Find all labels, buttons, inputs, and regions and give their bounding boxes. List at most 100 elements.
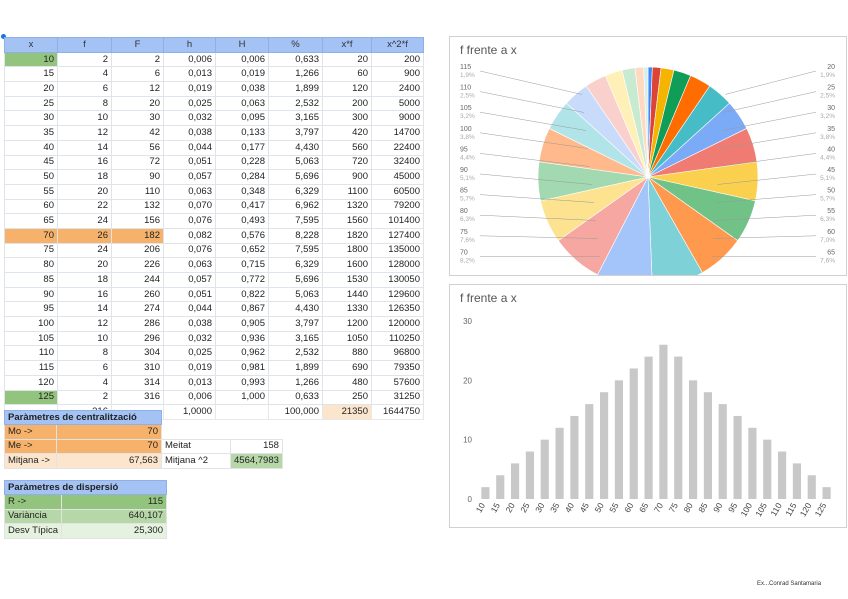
bar-45[interactable]: [585, 404, 594, 499]
table-cell[interactable]: 2: [111, 51, 164, 68]
bar-70[interactable]: [659, 344, 668, 499]
table-cell[interactable]: 12: [111, 81, 164, 97]
table-cell[interactable]: 15: [4, 66, 58, 83]
table-cell[interactable]: 0,993: [215, 374, 269, 391]
table-cell[interactable]: 2,532: [268, 345, 323, 362]
table-cell[interactable]: 120000: [371, 316, 424, 332]
table-cell[interactable]: 26: [57, 227, 112, 244]
bar-90[interactable]: [718, 404, 727, 499]
table-cell[interactable]: 0,348: [215, 183, 269, 200]
table-cell[interactable]: 5,696: [268, 169, 323, 185]
half-value[interactable]: 158: [230, 438, 283, 455]
range-value[interactable]: 115: [60, 494, 167, 510]
column-header[interactable]: f: [57, 37, 112, 53]
bar-75[interactable]: [674, 356, 683, 499]
table-cell[interactable]: 75: [4, 242, 58, 259]
table-cell[interactable]: 6,329: [268, 257, 323, 273]
table-cell[interactable]: 96800: [371, 345, 424, 362]
table-cell[interactable]: 1100: [322, 183, 372, 200]
table-cell[interactable]: 0,006: [163, 389, 216, 406]
table-cell[interactable]: 110250: [371, 330, 424, 347]
table-cell[interactable]: 16: [57, 286, 112, 303]
table-cell[interactable]: 22: [57, 198, 112, 215]
table-cell[interactable]: 2400: [371, 81, 424, 97]
table-cell[interactable]: 206: [111, 242, 164, 259]
table-cell[interactable]: 20: [322, 51, 372, 68]
table-cell[interactable]: 182: [111, 227, 164, 244]
bar-120[interactable]: [807, 475, 816, 499]
table-cell[interactable]: 0,867: [215, 301, 269, 318]
table-cell[interactable]: 260: [111, 286, 164, 303]
table-cell[interactable]: 126350: [371, 301, 424, 318]
table-cell[interactable]: 4: [57, 374, 112, 391]
table-cell[interactable]: 0,051: [163, 154, 216, 171]
table-cell[interactable]: 4,430: [268, 301, 323, 318]
table-cell[interactable]: 72: [111, 154, 164, 171]
table-cell[interactable]: 14: [57, 301, 112, 318]
table-cell[interactable]: 79350: [371, 360, 424, 376]
table-cell[interactable]: 14: [57, 139, 112, 156]
table-cell[interactable]: 32400: [371, 154, 424, 171]
table-cell[interactable]: 0,038: [163, 125, 216, 141]
table-cell[interactable]: 105: [4, 330, 58, 347]
table-cell[interactable]: 130050: [371, 272, 424, 288]
table-cell[interactable]: 45000: [371, 169, 424, 185]
table-cell[interactable]: 1,899: [268, 81, 323, 97]
table-cell[interactable]: 1820: [322, 227, 372, 244]
bar-chart-panel[interactable]: f frente a x 0 10 20 30 10 15 20 25 30 35 40 45 50 55…: [449, 284, 847, 528]
table-cell[interactable]: 6: [57, 360, 112, 376]
table-cell[interactable]: 880: [322, 345, 372, 362]
table-cell[interactable]: 0,063: [163, 257, 216, 273]
table-cell[interactable]: 12: [57, 316, 112, 332]
table-cell[interactable]: 1600: [322, 257, 372, 273]
table-cell[interactable]: 0,417: [215, 198, 269, 215]
table-cell[interactable]: 560: [322, 139, 372, 156]
mean-squared-value[interactable]: 4564,7983: [230, 453, 283, 469]
table-cell[interactable]: 0,038: [215, 81, 269, 97]
table-cell[interactable]: 20: [57, 257, 112, 273]
table-cell[interactable]: 244: [111, 272, 164, 288]
table-cell[interactable]: 30: [4, 110, 58, 127]
table-cell[interactable]: 0,013: [163, 66, 216, 83]
table-cell[interactable]: 20: [4, 81, 58, 97]
table-cell[interactable]: 1,899: [268, 360, 323, 376]
table-cell[interactable]: 296: [111, 330, 164, 347]
table-cell[interactable]: 2: [57, 389, 112, 406]
column-header[interactable]: h: [163, 37, 216, 53]
table-cell[interactable]: 0,576: [215, 227, 269, 244]
bar-50[interactable]: [600, 392, 609, 499]
bar-30[interactable]: [540, 439, 549, 499]
table-cell[interactable]: 0,652: [215, 242, 269, 259]
table-cell[interactable]: 20: [57, 183, 112, 200]
table-cell[interactable]: 12: [57, 125, 112, 141]
table-cell[interactable]: 110: [111, 183, 164, 200]
table-cell[interactable]: 1800: [322, 242, 372, 259]
table-cell[interactable]: 120: [322, 81, 372, 97]
table-cell[interactable]: 0,284: [215, 169, 269, 185]
table-cell[interactable]: 314: [111, 374, 164, 391]
table-cell[interactable]: 0,025: [163, 345, 216, 362]
table-cell[interactable]: 900: [371, 66, 424, 83]
table-cell[interactable]: 690: [322, 360, 372, 376]
table-cell[interactable]: 7,595: [268, 242, 323, 259]
column-header[interactable]: %: [268, 37, 323, 53]
table-cell[interactable]: 0,044: [163, 139, 216, 156]
column-header[interactable]: F: [111, 37, 164, 53]
table-cell[interactable]: 1050: [322, 330, 372, 347]
table-cell[interactable]: 274: [111, 301, 164, 318]
table-cell[interactable]: 2,532: [268, 95, 323, 112]
pie-slice-65[interactable]: [647, 176, 703, 275]
table-cell[interactable]: 6,962: [268, 198, 323, 215]
bar-10[interactable]: [481, 487, 490, 499]
table-cell[interactable]: 0,038: [163, 316, 216, 332]
table-cell[interactable]: 7,595: [268, 213, 323, 229]
table-cell[interactable]: 120: [4, 374, 58, 391]
table-cell[interactable]: 0,063: [163, 183, 216, 200]
bar-55[interactable]: [614, 380, 623, 499]
table-cell[interactable]: 0,032: [163, 110, 216, 127]
table-cell[interactable]: 4: [57, 66, 112, 83]
table-cell[interactable]: 1560: [322, 213, 372, 229]
table-cell[interactable]: 5000: [371, 95, 424, 112]
table-cell[interactable]: 35: [4, 125, 58, 141]
bar-100[interactable]: [748, 427, 757, 499]
